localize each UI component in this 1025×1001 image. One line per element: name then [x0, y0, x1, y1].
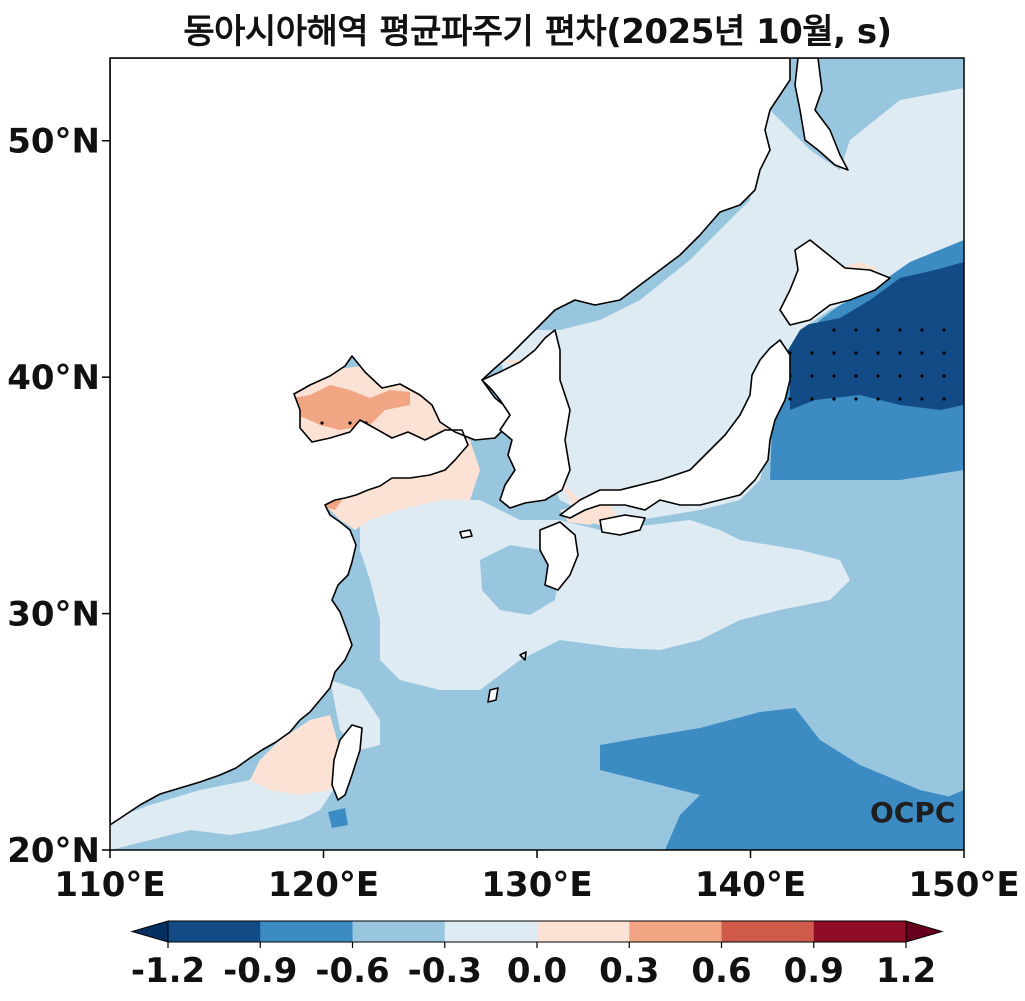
land-masses: [110, 58, 891, 826]
colorbar-segment: [168, 921, 261, 942]
contour-minus-0.9-spot-4: [940, 790, 964, 840]
y-axis: 20°N 30°N 40°N 50°N: [7, 122, 110, 871]
stipple-dot: [854, 351, 858, 355]
stipple-dot: [920, 374, 924, 378]
colorbar-segment: [629, 921, 722, 942]
colorbar-label: 0.9: [784, 951, 844, 991]
significance-stippling: [320, 328, 946, 425]
stipple-dot: [832, 351, 836, 355]
land-korea: [481, 329, 571, 509]
stipple-dot: [898, 374, 902, 378]
stipple-dot: [898, 328, 902, 332]
ocpc-logo: OCPC: [870, 796, 955, 829]
contour-minus-0.3-yellowsea: [360, 500, 850, 690]
contour-minus-0.3-taiwan-strait: [330, 680, 380, 750]
stipple-dot: [942, 397, 946, 401]
stipple-dot: [854, 328, 858, 332]
land-honshu: [559, 339, 791, 519]
contour-0.0-korea: [500, 360, 620, 525]
land-sakhalin: [794, 58, 849, 171]
stipple-dot: [788, 397, 792, 401]
colorbar-label: -0.3: [408, 951, 482, 991]
stipple-dot: [898, 351, 902, 355]
stipple-dot: [832, 374, 836, 378]
stipple-dot: [810, 351, 814, 355]
colorbar-label: -0.6: [315, 951, 389, 991]
colorbar-label: -1.2: [131, 951, 205, 991]
y-tick-label: 40°N: [7, 358, 100, 398]
colorbar-segment: [721, 921, 815, 942]
x-tick-label: 130°E: [481, 865, 592, 905]
colorbar-segment: [260, 921, 353, 942]
stipple-dot: [942, 374, 946, 378]
colorbar: -1.2 -0.9 -0.6 -0.3 0.0 0.3 0.6 0.9 1.2: [130, 920, 944, 991]
contour-minus-0.3-north: [500, 88, 964, 520]
contour-minus-0.9-spot-1: [328, 808, 348, 828]
contour-0.0-taiwan-west: [250, 715, 340, 795]
map-title: 동아시아해역 평균파주기 편차(2025년 10월, s): [183, 12, 892, 52]
x-tick-label: 140°E: [695, 865, 806, 905]
colorbar-label: 0.6: [691, 951, 751, 991]
x-tick-label: 150°E: [908, 865, 1019, 905]
stipple-dot: [876, 397, 880, 401]
stipple-dot: [854, 374, 858, 378]
x-axis: 110°E 120°E 130°E 140°E 150°E: [54, 850, 1020, 905]
stipple-dot: [854, 397, 858, 401]
x-tick-label: 110°E: [54, 865, 165, 905]
stipple-dot: [942, 328, 946, 332]
colorbar-label: 1.2: [876, 951, 936, 991]
colorbar-over-arrow: [905, 920, 944, 943]
land-kyushu: [539, 521, 579, 591]
colorbar-segment: [352, 921, 446, 942]
land-hokkaido: [779, 239, 891, 326]
contour-minus-1.2-core: [780, 262, 964, 410]
y-tick-label: 50°N: [7, 122, 100, 162]
land-ryukyu-2: [519, 651, 527, 661]
stipple-dot: [920, 328, 924, 332]
colorbar-segment: [813, 921, 907, 942]
stipple-dot: [876, 328, 880, 332]
land-asia-mainland: [110, 58, 791, 826]
land-ryukyu-1: [487, 687, 499, 703]
contour-0.3-bohai: [280, 385, 410, 430]
stipple-dot: [920, 397, 924, 401]
stipple-dot: [810, 374, 814, 378]
stipple-dot: [810, 397, 814, 401]
colorbar-under-arrow: [130, 920, 169, 943]
colorbar-segment: [444, 921, 538, 942]
stipple-dot: [942, 351, 946, 355]
land-jeju: [459, 529, 473, 539]
contour-minus-0.9-southeast: [600, 708, 964, 850]
colorbar-label: -0.9: [223, 951, 297, 991]
stipple-dot: [876, 374, 880, 378]
stipple-dot: [320, 421, 324, 425]
land-taiwan: [331, 724, 363, 801]
contour-minus-0.6-pocket: [480, 545, 560, 615]
x-tick-label: 120°E: [268, 865, 379, 905]
colorbar-label: 0.3: [599, 951, 659, 991]
stipple-dot: [898, 397, 902, 401]
stipple-dot: [920, 351, 924, 355]
stipple-dot: [348, 421, 352, 425]
stipple-dot: [832, 328, 836, 332]
land-shikoku: [599, 514, 646, 536]
stipple-dot: [832, 397, 836, 401]
y-tick-label: 30°N: [7, 595, 100, 635]
colorbar-label: 0.0: [507, 951, 567, 991]
colorbar-segment: [537, 921, 630, 942]
y-tick-label: 20°N: [7, 831, 100, 871]
stipple-dot: [876, 351, 880, 355]
